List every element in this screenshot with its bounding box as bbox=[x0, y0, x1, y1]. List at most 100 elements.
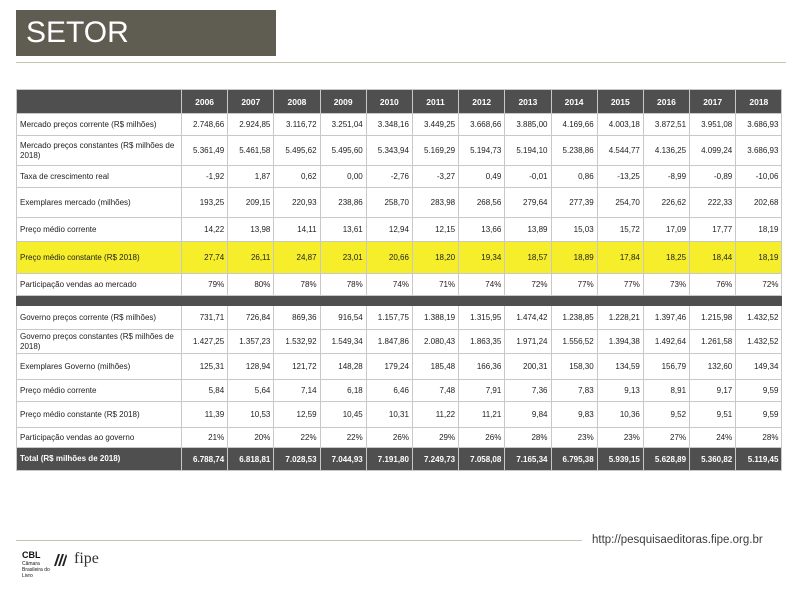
value-cell: 78% bbox=[319, 273, 367, 296]
value-cell: 1.228,21 bbox=[596, 305, 644, 330]
row-label: Preço médio constante (R$ 2018) bbox=[16, 401, 182, 428]
row-label: Exemplares Governo (milhões) bbox=[16, 353, 182, 380]
value-cell: 15,72 bbox=[596, 217, 644, 242]
table-row: Participação vendas ao mercado 79% 80% 78% 7… bbox=[16, 273, 783, 296]
value-cell: 18,19 bbox=[735, 217, 783, 242]
value-cell: 5.119,45 bbox=[735, 447, 783, 471]
value-cell: 1.157,75 bbox=[365, 305, 413, 330]
value-cell: 71% bbox=[411, 273, 460, 296]
value-cell: -10,06 bbox=[735, 165, 783, 188]
value-cell: 3.872,51 bbox=[642, 113, 691, 136]
value-cell: 238,86 bbox=[319, 187, 367, 218]
value-cell: 1.357,23 bbox=[227, 329, 275, 354]
value-cell: 28% bbox=[504, 427, 552, 448]
value-cell: 3.885,00 bbox=[504, 113, 552, 136]
value-cell: 3.686,93 bbox=[735, 135, 783, 166]
value-cell: 2.924,85 bbox=[227, 113, 275, 136]
value-cell: 4.544,77 bbox=[596, 135, 644, 166]
value-cell: 1.388,19 bbox=[411, 305, 460, 330]
value-cell: 1.863,35 bbox=[458, 329, 506, 354]
value-cell: 13,89 bbox=[504, 217, 552, 242]
value-cell: 1.397,46 bbox=[642, 305, 691, 330]
value-cell: 6.818,81 bbox=[227, 447, 275, 471]
value-cell: 9,59 bbox=[735, 379, 783, 402]
year-header: 2008 bbox=[273, 89, 321, 114]
value-cell: 14,11 bbox=[273, 217, 321, 242]
value-cell: 74% bbox=[458, 273, 506, 296]
value-cell: 6.788,74 bbox=[180, 447, 229, 471]
value-cell: 22% bbox=[319, 427, 367, 448]
value-cell: 23% bbox=[596, 427, 644, 448]
value-cell: 731,71 bbox=[180, 305, 229, 330]
value-cell: 5,64 bbox=[227, 379, 275, 402]
value-cell: 1.532,92 bbox=[273, 329, 321, 354]
year-header: 2010 bbox=[365, 89, 413, 114]
value-cell: 23,01 bbox=[319, 241, 367, 274]
value-cell: 12,59 bbox=[273, 401, 321, 428]
value-cell: 5.361,49 bbox=[180, 135, 229, 166]
row-label: Governo preços constantes (R$ milhões de… bbox=[16, 329, 182, 354]
value-cell: 9,13 bbox=[596, 379, 644, 402]
page-title: SETOR bbox=[16, 10, 276, 56]
table-row: Governo preços corrente (R$ milhões) 731,… bbox=[16, 305, 783, 330]
value-cell: 5.495,60 bbox=[319, 135, 367, 166]
value-cell: 10,53 bbox=[227, 401, 275, 428]
value-cell: 1.215,98 bbox=[689, 305, 737, 330]
year-header: 2014 bbox=[550, 89, 598, 114]
section-separator bbox=[15, 295, 783, 306]
value-cell: 7.191,80 bbox=[365, 447, 413, 471]
value-cell: 916,54 bbox=[319, 305, 367, 330]
row-label: Taxa de crescimento real bbox=[16, 165, 182, 188]
value-cell: 149,34 bbox=[735, 353, 783, 380]
table-row: Preço médio corrente 5,84 5,64 7,14 6,18 6,46… bbox=[16, 379, 783, 402]
value-cell: 13,61 bbox=[319, 217, 367, 242]
value-cell: -13,25 bbox=[596, 165, 644, 188]
row-label: Participação vendas ao governo bbox=[16, 427, 182, 448]
header-label-cell bbox=[16, 89, 182, 114]
value-cell: 179,24 bbox=[365, 353, 413, 380]
value-cell: 7,83 bbox=[550, 379, 598, 402]
value-cell: 3.116,72 bbox=[273, 113, 321, 136]
table-row: Participação vendas ao governo 21% 20% 22% 2… bbox=[16, 427, 783, 448]
table-row: Governo preços constantes (R$ milhões de… bbox=[16, 329, 783, 354]
value-cell: 26% bbox=[458, 427, 506, 448]
table-row: Exemplares Governo (milhões) 125,31 128,94… bbox=[16, 353, 783, 380]
value-cell: -0,01 bbox=[504, 165, 552, 188]
value-cell: 5.360,82 bbox=[689, 447, 737, 471]
cbl-logo-subtitle: Câmara Brasileira do Livro bbox=[22, 561, 50, 579]
value-cell: 11,21 bbox=[458, 401, 506, 428]
value-cell: 72% bbox=[504, 273, 552, 296]
book-icon bbox=[54, 554, 67, 566]
value-cell: 18,19 bbox=[735, 241, 783, 274]
value-cell: 78% bbox=[273, 273, 321, 296]
row-label: Mercado preços constantes (R$ milhões de… bbox=[16, 135, 182, 166]
footer-divider bbox=[16, 540, 582, 541]
value-cell: 7.058,08 bbox=[458, 447, 506, 471]
value-cell: 125,31 bbox=[180, 353, 229, 380]
value-cell: 0,49 bbox=[458, 165, 506, 188]
table-row: Mercado preços corrente (R$ milhões) 2.74… bbox=[16, 113, 783, 136]
value-cell: 1.556,52 bbox=[550, 329, 598, 354]
value-cell: 3.686,93 bbox=[735, 113, 783, 136]
value-cell: 220,93 bbox=[273, 187, 321, 218]
value-cell: 1.971,24 bbox=[504, 329, 552, 354]
value-cell: 9,52 bbox=[642, 401, 691, 428]
value-cell: 1,87 bbox=[227, 165, 275, 188]
value-cell: 23% bbox=[550, 427, 598, 448]
value-cell: 2.080,43 bbox=[411, 329, 460, 354]
value-cell: 268,56 bbox=[458, 187, 506, 218]
value-cell: 7.249,73 bbox=[411, 447, 460, 471]
value-cell: 17,77 bbox=[689, 217, 737, 242]
value-cell: 2.748,66 bbox=[180, 113, 229, 136]
value-cell: 7.165,34 bbox=[504, 447, 552, 471]
value-cell: 28% bbox=[735, 427, 783, 448]
year-header: 2018 bbox=[735, 89, 783, 114]
value-cell: 166,36 bbox=[458, 353, 506, 380]
value-cell: 14,22 bbox=[180, 217, 229, 242]
value-cell: 1.394,38 bbox=[596, 329, 644, 354]
value-cell: 9,17 bbox=[689, 379, 737, 402]
footer-url[interactable]: http://pesquisaeditoras.fipe.org.br bbox=[592, 534, 763, 546]
value-cell: 8,91 bbox=[642, 379, 691, 402]
value-cell: 1.492,64 bbox=[642, 329, 691, 354]
value-cell: 7.028,53 bbox=[273, 447, 321, 471]
